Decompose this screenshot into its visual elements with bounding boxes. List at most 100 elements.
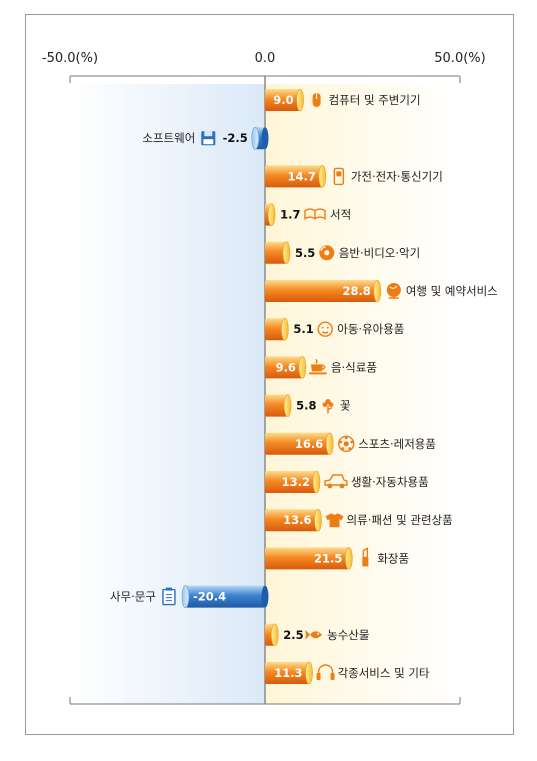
value-label: 9.0 [273, 93, 293, 107]
bar-cap [267, 203, 276, 226]
bar [265, 89, 301, 111]
value-label: -20.4 [193, 590, 226, 604]
bar-cap [345, 547, 353, 570]
bar-row: 16.6 스포츠·레저용품 [265, 432, 436, 456]
value-label: 21.5 [314, 551, 342, 565]
bar-cap [305, 661, 313, 685]
category-label: 아동·유아용품 [337, 322, 404, 336]
lipstick-icon [362, 547, 369, 567]
soccer-ball-icon [338, 435, 355, 452]
bar-row: 5.8 꽃 [265, 394, 351, 417]
globe-icon [386, 283, 401, 299]
bar [265, 394, 288, 417]
bar-cap [314, 508, 322, 532]
bar-row: 11.3 각종서비스 및 기타 [265, 661, 430, 685]
x-tick-label: -50.0(%) [42, 51, 98, 66]
bar-row: 14.7 가전·전자·통신기기 [265, 165, 443, 188]
category-label: 스포츠·레저용품 [358, 437, 436, 451]
shirt-icon [325, 513, 344, 528]
headset-icon [316, 664, 335, 680]
category-label: 농수산물 [327, 628, 369, 642]
bar-cap [270, 623, 279, 647]
x-tick-label: 50.0(%) [434, 51, 485, 66]
clipboard-icon [162, 587, 176, 606]
bar-row: -2.5 소프트웨어 [142, 126, 269, 150]
car-icon [324, 474, 348, 489]
category-label: 여행 및 예약서비스 [406, 284, 498, 298]
value-label: 9.6 [276, 360, 296, 374]
bar [185, 585, 265, 608]
bar-row: 5.5 음반·비디오·악기 [265, 241, 420, 265]
bar-cap [373, 279, 382, 303]
bar [265, 662, 310, 684]
value-label: 28.8 [342, 284, 370, 298]
negative-region-background [70, 84, 265, 704]
value-label: 2.5 [283, 628, 303, 642]
value-label: 13.2 [282, 475, 310, 489]
mouse-icon [312, 93, 321, 107]
coffee-cup-icon [308, 358, 327, 375]
category-label: 사무·문구 [110, 590, 156, 604]
category-label: 꽃 [340, 399, 351, 413]
category-label: 가전·전자·통신기기 [351, 169, 443, 183]
bar-cap [283, 394, 292, 417]
mobile-phone-icon [333, 167, 345, 186]
bar [265, 509, 319, 532]
flower-icon [322, 399, 334, 414]
bar [265, 471, 317, 493]
category-label: 의류·패션 및 관련상품 [347, 513, 453, 527]
value-label: 14.7 [287, 169, 315, 183]
category-label: 음반·비디오·악기 [339, 246, 420, 260]
value-label: 16.6 [295, 437, 323, 451]
bar-row: 5.1 아동·유아용품 [265, 317, 404, 341]
bar-cap [312, 470, 321, 494]
bar-cap [281, 317, 289, 341]
bar-cap [251, 126, 260, 150]
value-label: 5.8 [296, 399, 316, 413]
compact-disc-icon [319, 245, 335, 261]
value-label: 13.6 [283, 513, 311, 527]
baby-face-icon [317, 321, 333, 337]
bar-row: 21.5 화장품 [265, 547, 409, 570]
category-label: 각종서비스 및 기타 [338, 666, 430, 680]
bar-cap [298, 356, 307, 379]
bar-row: 1.7 서적 [265, 203, 351, 226]
category-label: 컴퓨터 및 주변기기 [329, 93, 421, 107]
bar [265, 432, 330, 455]
value-label: 5.5 [295, 246, 315, 260]
bar [265, 280, 378, 302]
floppy-disk-icon [201, 131, 216, 146]
category-label: 서적 [330, 208, 351, 222]
category-label: 화장품 [377, 551, 409, 565]
bar-cap [325, 432, 334, 456]
category-label: 소프트웨어 [142, 131, 195, 145]
bar-row: 2.5 농수산물 [265, 623, 369, 647]
value-label: -2.5 [223, 131, 248, 145]
bar [265, 165, 323, 188]
bar-row: 28.8 여행 및 예약서비스 [265, 279, 498, 303]
bar [265, 547, 349, 570]
bar-cap [296, 88, 304, 112]
bar-row: 9.6 음·식료품 [265, 356, 377, 379]
bar-base-cap [261, 585, 269, 608]
fish-icon [305, 629, 323, 640]
bar-cap [181, 585, 190, 608]
bar [265, 356, 303, 379]
bar-row: 13.2 생활·자동차용품 [265, 470, 429, 494]
bar-row: 13.6 의류·패션 및 관련상품 [265, 508, 453, 532]
bar-cap [282, 241, 291, 265]
bar-row: -20.4 사무·문구 [110, 585, 269, 608]
category-label: 음·식료품 [331, 360, 377, 374]
bar-base-cap [261, 127, 269, 150]
bar [265, 241, 287, 264]
value-label: 1.7 [280, 208, 300, 222]
value-label: 5.1 [293, 322, 313, 336]
category-label: 생활·자동차용품 [351, 475, 429, 489]
bar-cap [318, 165, 327, 188]
value-label: 11.3 [274, 666, 302, 680]
x-tick-label: 0.0 [255, 51, 276, 66]
open-book-icon [304, 208, 326, 220]
bars-group: 9.0 컴퓨터 및 주변기기 -2.5 소프트웨어 14.7 가전·전자·통신기기 1.7 서… [110, 88, 498, 685]
bar-row: 9.0 컴퓨터 및 주변기기 [265, 88, 421, 112]
